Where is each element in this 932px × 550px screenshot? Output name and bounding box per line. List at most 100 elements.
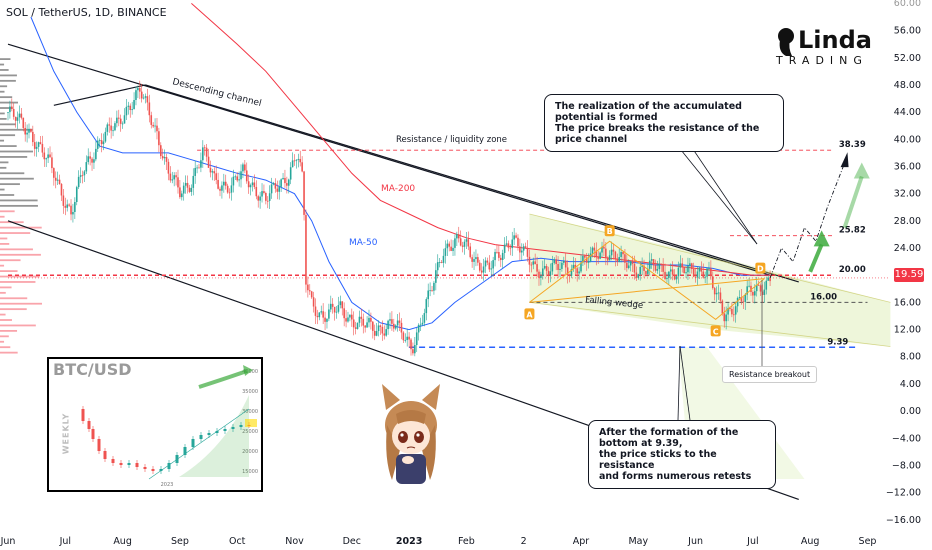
candle-body [320, 311, 323, 313]
candle-body [291, 160, 294, 168]
candle-body [345, 318, 347, 322]
candle-body [150, 115, 153, 125]
candle-body [394, 325, 397, 329]
candle-body [68, 204, 70, 206]
candle-body [265, 192, 267, 201]
candle-body [14, 116, 17, 121]
candle-body [752, 292, 754, 296]
falling-wedge-zone [529, 214, 891, 347]
volume-profile-bar [0, 194, 15, 196]
candle-body [647, 268, 649, 274]
candle-body [589, 253, 592, 262]
candle-body [582, 255, 584, 263]
candle-body [522, 246, 525, 251]
volume-profile-bar [0, 69, 9, 71]
candle-body [368, 317, 370, 323]
candle-body [740, 297, 743, 302]
candle-body [286, 183, 288, 186]
y-tick-label: 32.00 [894, 189, 921, 200]
brand-subtitle: TRADING [776, 54, 868, 67]
candle-body [406, 336, 408, 340]
candle-body [364, 325, 366, 328]
candle-body [494, 251, 496, 261]
volume-profile-bar [0, 117, 7, 120]
inset-candle-body [199, 435, 203, 439]
candle-body [135, 90, 137, 100]
volume-profile-bar [0, 351, 18, 354]
candle-body [33, 142, 36, 149]
candle-body [343, 308, 345, 319]
inset-candle-body [239, 425, 243, 427]
y-tick-label: −4.00 [892, 433, 921, 444]
candle-body [207, 156, 210, 168]
callout-top-line-2: The price breaks the resistance of the p… [555, 123, 760, 145]
green-arrow-near-head [813, 230, 830, 247]
candle-body [93, 159, 95, 163]
candle-body [297, 158, 300, 160]
y-tick-label: 12.00 [894, 325, 921, 336]
symbol-title: SOL / TetherUS, 1D, BINANCE [6, 6, 167, 19]
volume-profile-bar [0, 297, 28, 300]
candle-body [16, 117, 19, 121]
candle-body [681, 263, 684, 268]
candle-body [324, 317, 326, 322]
candle-body [358, 316, 361, 323]
candle-body [234, 176, 237, 178]
candle-body [316, 315, 319, 318]
candle-body [11, 106, 13, 109]
inset-candle-body [127, 463, 131, 465]
candle-body [568, 275, 571, 277]
mascot-character-icon [382, 384, 440, 484]
candle-body [498, 251, 500, 258]
candle-body [18, 113, 21, 118]
candle-body [45, 158, 47, 160]
candle-body [351, 314, 353, 320]
y-tick-label: 44.00 [894, 107, 921, 118]
y-tick-label: 48.00 [894, 80, 921, 91]
candle-body [372, 321, 374, 331]
volume-profile-bar [0, 74, 17, 77]
candle-body [769, 277, 771, 282]
brand-silhouette-icon [778, 28, 794, 56]
candle-body [312, 297, 315, 307]
candle-body [171, 179, 174, 181]
candle-body [203, 147, 206, 149]
candle-body [721, 300, 724, 314]
candle-body [144, 96, 147, 98]
candle-body [436, 262, 439, 271]
candle-body [188, 187, 191, 192]
candle-body [486, 260, 489, 263]
volume-profile-bar [0, 96, 13, 99]
candle-body [637, 274, 640, 278]
inset-x-label: 2023 [161, 482, 174, 488]
inset-growth-zone [179, 395, 249, 477]
candle-body [553, 259, 556, 263]
volume-profile-bar [0, 346, 11, 349]
volume-profile-bar [0, 253, 41, 256]
volume-profile-bar [0, 90, 5, 93]
candle-body [87, 156, 90, 163]
candle-body [656, 268, 659, 271]
candle-body [540, 275, 542, 278]
candle-body [32, 131, 34, 143]
candle-body [765, 280, 768, 290]
candle-body [723, 313, 726, 322]
candle-body [484, 260, 487, 267]
callout-bottom-line-3: and forms numerous retests [599, 471, 752, 482]
inset-candle-body [207, 433, 211, 435]
candle-body [49, 154, 51, 158]
candle-body [507, 243, 510, 248]
candle-body [307, 284, 309, 291]
candle-body [26, 132, 28, 135]
candle-body [545, 266, 548, 271]
candle-body [410, 339, 412, 350]
volume-profile-bar [0, 215, 5, 218]
green-arrow-far-head [853, 162, 870, 179]
candle-body [196, 167, 198, 169]
candle-body [564, 260, 567, 268]
volume-profile-bar [0, 199, 38, 202]
candle-body [635, 272, 638, 278]
candle-body [503, 244, 506, 253]
